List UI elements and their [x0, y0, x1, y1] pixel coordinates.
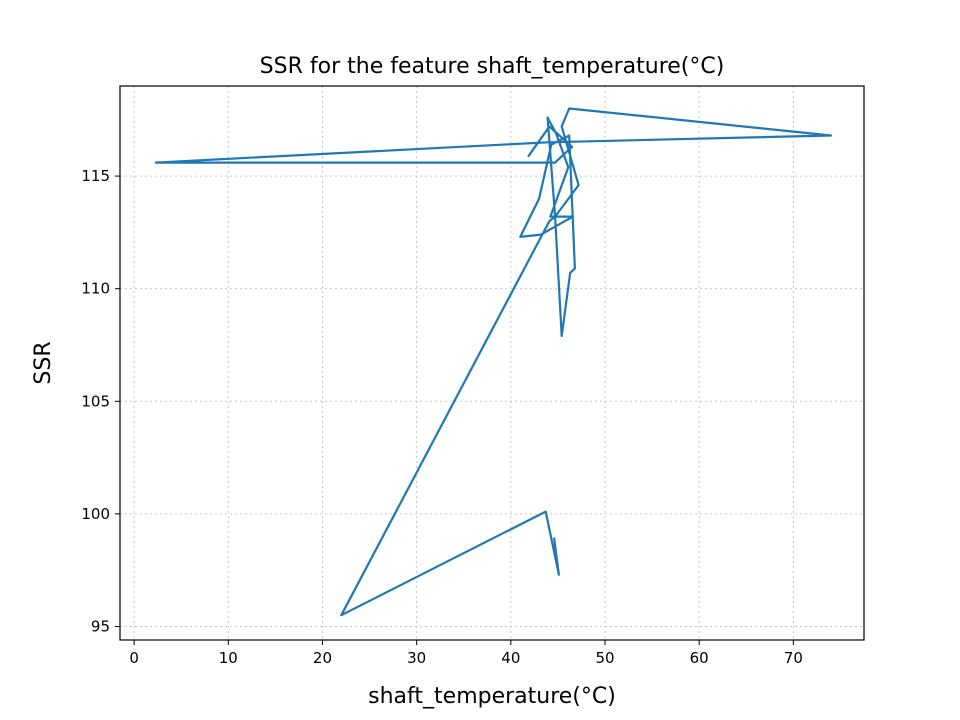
grid: [120, 86, 864, 640]
series-line-0: [154, 107, 833, 617]
x-tick-label: 40: [501, 649, 520, 667]
chart-title: SSR for the feature shaft_temperature(°C…: [260, 54, 725, 79]
y-tick-label: 110: [81, 280, 110, 298]
x-tick-label: 0: [129, 649, 139, 667]
y-tick-label: 105: [81, 392, 110, 410]
x-tick-label: 10: [219, 649, 238, 667]
x-tick-label: 60: [690, 649, 709, 667]
plot-frame: [119, 85, 865, 641]
x-tick-label: 50: [595, 649, 614, 667]
x-tick-label: 70: [784, 649, 803, 667]
x-axis: 0 10 20 30 40 50 60 70: [129, 640, 803, 667]
x-tick-label: 20: [313, 649, 332, 667]
y-axis-title: SSR: [31, 341, 56, 384]
x-axis-title: shaft_temperature(°C): [368, 684, 616, 709]
x-tick-label: 30: [407, 649, 426, 667]
y-tick-label: 100: [81, 505, 110, 523]
y-tick-label: 95: [91, 617, 110, 635]
series-layer: [154, 107, 833, 617]
y-axis: 95 100 105 110 115: [81, 167, 120, 635]
y-tick-label: 115: [81, 167, 110, 185]
